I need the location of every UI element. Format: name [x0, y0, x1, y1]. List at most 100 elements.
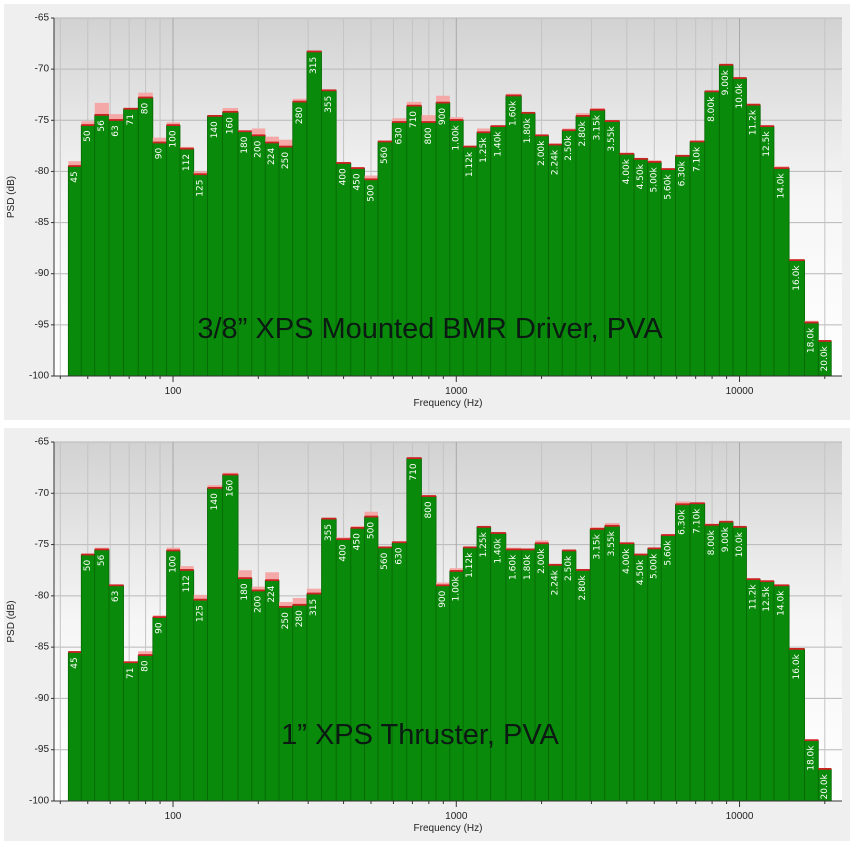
- bar: [251, 590, 266, 802]
- bar: [80, 125, 96, 377]
- peak-bar: [604, 523, 620, 527]
- bar-label: 1.60k: [509, 554, 519, 580]
- y-tick-label: -70: [35, 488, 50, 499]
- bar-label: 50: [83, 560, 93, 572]
- bar-label: 56: [97, 554, 107, 566]
- bar-level-marker: [81, 124, 95, 126]
- bar-label: 6.30k: [678, 160, 688, 186]
- bar-level-marker: [647, 161, 662, 163]
- peak-bar: [138, 651, 153, 656]
- bar: [647, 548, 662, 802]
- bar-level-marker: [336, 162, 351, 164]
- peak-bar: [392, 118, 407, 123]
- bar-label: 10.0k: [735, 531, 745, 557]
- bar-level-marker: [321, 89, 337, 92]
- bar-label: 11.2k: [748, 109, 758, 135]
- bar-level-marker: [760, 580, 774, 583]
- bar-level-marker: [138, 96, 153, 99]
- bar-level-marker: [575, 114, 591, 117]
- bar-level-marker: [675, 154, 691, 157]
- bar-label: 710: [409, 463, 419, 480]
- bar-level-marker: [251, 134, 266, 137]
- bar-level-marker: [421, 495, 437, 497]
- bar-label: 14.0k: [777, 173, 787, 199]
- bar-label: 2.80k: [578, 574, 588, 600]
- bar-label: 4.50k: [636, 559, 646, 585]
- bar-label: 224: [267, 148, 277, 165]
- bar-label: 200: [254, 595, 264, 612]
- y-tick-label: -75: [35, 539, 50, 550]
- bar: [476, 526, 492, 802]
- peak-bar: [238, 570, 252, 579]
- y-tick-label: -85: [35, 642, 50, 653]
- peak-bar: [251, 586, 266, 591]
- bar-label: 100: [168, 555, 178, 572]
- bar-label: 63: [111, 125, 121, 136]
- bar-label: 1.80k: [523, 117, 533, 143]
- bar-level-marker: [804, 739, 819, 742]
- bar-label: 18.0k: [806, 745, 816, 771]
- y-tick-label: -95: [35, 319, 50, 330]
- peak-bar: [364, 175, 378, 180]
- bar-level-marker: [179, 147, 194, 150]
- y-tick-label: -65: [35, 437, 50, 448]
- bar-level-marker: [476, 525, 491, 528]
- bar-level-marker: [773, 167, 790, 169]
- bar-label: 125: [196, 179, 206, 196]
- bar: [94, 549, 110, 802]
- bar-level-marker: [377, 140, 393, 143]
- peak-bar: [94, 102, 109, 116]
- bar-level-marker: [575, 569, 591, 571]
- bar-level-marker: [647, 547, 662, 550]
- bar-label: 2.80k: [578, 120, 588, 146]
- bar-level-marker: [562, 129, 576, 132]
- bar-level-marker: [179, 569, 194, 571]
- bar-level-marker: [292, 603, 307, 606]
- peak-bar: [406, 101, 422, 106]
- bar-level-marker: [463, 546, 477, 549]
- chart-panel-bmr: 45 50 56 63 71 80 90 100 112 125 140 160 180 200 224 25…: [4, 4, 850, 420]
- bar-label: 14.0k: [777, 590, 787, 616]
- bar-label: 1.00k: [452, 125, 462, 151]
- bar-label: 500: [366, 184, 376, 201]
- bar: [421, 495, 437, 802]
- bar: [364, 179, 379, 377]
- bar: [179, 148, 195, 377]
- bar-label: 8.00k: [707, 96, 717, 122]
- bar-level-marker: [193, 173, 208, 176]
- bar-label: 112: [182, 575, 192, 592]
- bar-label: 1.40k: [493, 131, 503, 157]
- bar-label: 2.00k: [537, 548, 547, 574]
- bar-level-marker: [690, 140, 705, 143]
- bar-label: 16.0k: [792, 653, 802, 679]
- bar: [152, 616, 167, 802]
- peak-bar: [449, 117, 464, 121]
- bar-level-marker: [68, 165, 82, 167]
- bar: [746, 104, 761, 377]
- bar-label: 90: [155, 148, 165, 160]
- bar: [292, 604, 308, 802]
- bar-level-marker: [490, 125, 506, 128]
- bar-label: 560: [380, 147, 390, 164]
- bar-label: 1.12k: [465, 552, 475, 578]
- bar-level-marker: [661, 168, 676, 170]
- bar-level-marker: [634, 157, 648, 160]
- peak-bar: [675, 501, 691, 505]
- bar-label: 280: [295, 610, 305, 627]
- bar: [689, 141, 706, 377]
- peak-bar: [476, 128, 491, 133]
- bar-label: 2.24k: [550, 149, 560, 175]
- bar-label: 50: [83, 130, 93, 142]
- chart-title: 1” XPS Thruster, PVA: [281, 719, 559, 751]
- peak-bar: [179, 566, 194, 571]
- bar-level-marker: [548, 143, 563, 146]
- bar: [278, 606, 294, 802]
- bar: [377, 547, 393, 802]
- bar: [575, 569, 591, 802]
- bar-label: 1.25k: [479, 531, 489, 557]
- peak-bar: [436, 95, 450, 103]
- bar-label: 560: [380, 552, 390, 569]
- bar-level-marker: [278, 145, 293, 148]
- bar: [689, 503, 706, 802]
- bar: [166, 125, 181, 377]
